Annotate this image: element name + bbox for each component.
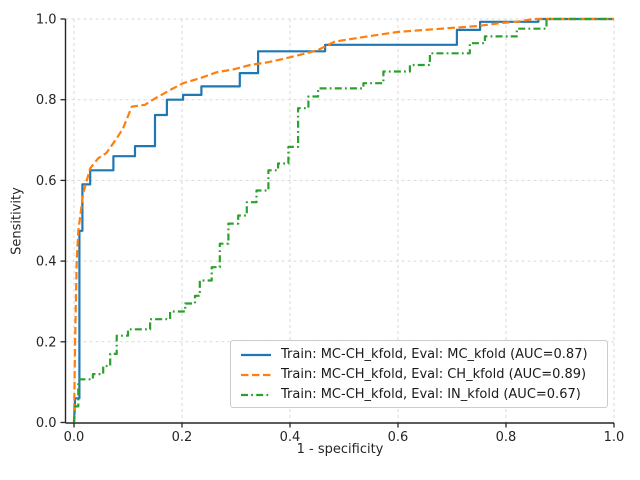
- legend-line-sample-icon: [241, 393, 271, 397]
- roc-curve-train-mc-ch-eval-in: [72, 17, 614, 423]
- y-tick-label: 0.8: [36, 93, 57, 108]
- x-tick-label: 0.0: [64, 430, 85, 445]
- legend-item: Train: MC-CH_kfold, Eval: CH_kfold (AUC=…: [240, 365, 599, 385]
- y-tick-label: 0.6: [36, 174, 57, 189]
- x-tick-label: 0.2: [172, 430, 193, 445]
- roc-curve-train-mc-ch-eval-ch: [72, 17, 614, 423]
- legend-line-sample-icon: [241, 353, 271, 357]
- y-tick-label: 1.0: [36, 13, 57, 28]
- x-axis-label: 1 - specificity: [296, 442, 384, 457]
- x-tick-label: 0.6: [388, 430, 409, 445]
- x-tick-label: 0.8: [496, 430, 517, 445]
- y-axis-label: Sensitivity: [9, 187, 25, 255]
- legend-label: Train: MC-CH_kfold, Eval: MC_kfold (AUC=…: [281, 347, 588, 362]
- legend-item: Train: MC-CH_kfold, Eval: MC_kfold (AUC=…: [240, 345, 599, 365]
- y-tick-label: 0.2: [36, 335, 57, 350]
- legend-label: Train: MC-CH_kfold, Eval: CH_kfold (AUC=…: [281, 367, 587, 382]
- legend-item: Train: MC-CH_kfold, Eval: IN_kfold (AUC=…: [240, 385, 599, 405]
- legend-label: Train: MC-CH_kfold, Eval: IN_kfold (AUC=…: [281, 387, 581, 402]
- y-tick-label: 0.4: [36, 255, 57, 270]
- legend-line-sample-icon: [241, 373, 271, 377]
- roc-curve-train-mc-ch-eval-mc: [72, 17, 614, 423]
- x-tick-label: 0.4: [280, 430, 301, 445]
- legend: Train: MC-CH_kfold, Eval: MC_kfold (AUC=…: [230, 340, 608, 408]
- x-tick-label: 1.0: [604, 430, 625, 445]
- y-tick-label: 0.0: [36, 416, 57, 431]
